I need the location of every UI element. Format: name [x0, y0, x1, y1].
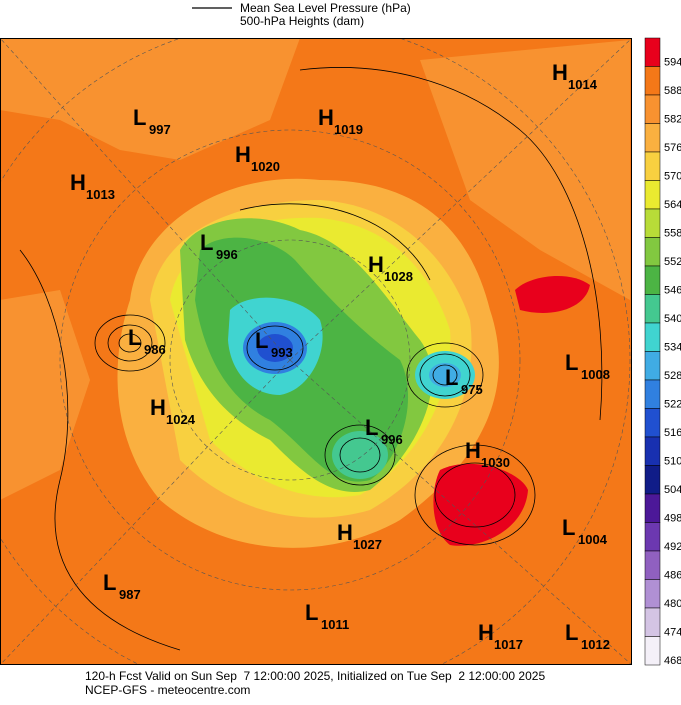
center-value: 1028	[384, 269, 413, 284]
colorbar-label: 594	[664, 57, 681, 69]
map	[0, 38, 632, 665]
center-kind: L	[103, 570, 116, 595]
center-value: 997	[149, 122, 171, 137]
center-value: 1014	[568, 77, 598, 92]
colorbar-swatch	[644, 607, 661, 637]
center-value: 1027	[353, 537, 382, 552]
footer-source: NCEP-GFS - meteocentre.com	[85, 683, 250, 697]
colorbar-label: 540	[664, 313, 681, 325]
center-kind: H	[465, 438, 481, 463]
center-value: 1030	[481, 455, 510, 470]
center-value: 996	[381, 432, 403, 447]
center-kind: L	[365, 415, 378, 440]
center-kind: L	[255, 328, 268, 353]
colorbar-label: 576	[664, 142, 681, 154]
colorbar-label: 498	[664, 513, 681, 525]
colorbar-swatch	[644, 37, 661, 67]
colorbar-label: 564	[664, 199, 681, 211]
colorbar-swatch	[644, 379, 661, 409]
center-kind: L	[200, 230, 213, 255]
colorbar-swatch	[644, 208, 661, 238]
legend-fill-label: 500-hPa Heights (dam)	[240, 14, 364, 28]
center-kind: H	[337, 520, 353, 545]
center-kind: L	[133, 105, 146, 130]
center-kind: H	[235, 142, 251, 167]
colorbar-swatch	[644, 351, 661, 381]
colorbar-label: 558	[664, 228, 681, 240]
center-kind: L	[565, 350, 578, 375]
colorbar-label: 546	[664, 285, 681, 297]
colorbar: 594 588 582 576 570 564 558 552 546 540 534 528 522 5…	[644, 37, 681, 667]
center-kind: H	[478, 620, 494, 645]
colorbar-swatch	[644, 465, 661, 495]
colorbar-label: 510	[664, 456, 681, 468]
center-value: 996	[216, 247, 238, 262]
colorbar-swatch	[644, 94, 661, 124]
colorbar-label: 534	[664, 342, 681, 354]
colorbar-label: 504	[664, 484, 681, 496]
center-kind: H	[70, 170, 86, 195]
center-value: 1012	[581, 637, 610, 652]
colorbar-swatch	[644, 550, 661, 580]
colorbar-swatch	[644, 636, 661, 666]
center-value: 1019	[334, 122, 363, 137]
center-kind: H	[318, 105, 334, 130]
colorbar-label: 480	[664, 598, 681, 610]
colorbar-swatch	[644, 180, 661, 210]
colorbar-label: 486	[664, 570, 681, 582]
center-value: 1024	[166, 412, 196, 427]
colorbar-swatch	[644, 322, 661, 352]
colorbar-swatch	[644, 408, 661, 438]
center-kind: H	[150, 395, 166, 420]
colorbar-label: 582	[664, 114, 681, 126]
colorbar-swatch	[644, 493, 661, 523]
center-value: 986	[144, 342, 166, 357]
colorbar-label: 516	[664, 427, 681, 439]
colorbar-label: 528	[664, 370, 681, 382]
center-value: 987	[119, 587, 141, 602]
colorbar-swatch	[644, 123, 661, 153]
colorbar-swatch	[644, 237, 661, 267]
colorbar-swatch	[644, 265, 661, 295]
colorbar-swatch	[644, 579, 661, 609]
center-value: 993	[271, 345, 293, 360]
colorbar-label: 474	[664, 627, 681, 639]
center-kind: L	[128, 325, 141, 350]
center-kind: H	[368, 252, 384, 277]
colorbar-swatch	[644, 294, 661, 324]
colorbar-swatch	[644, 151, 661, 181]
colorbar-swatch	[644, 66, 661, 96]
center-kind: H	[552, 60, 568, 85]
colorbar-label: 552	[664, 256, 681, 268]
footer-valid: 120-h Fcst Valid on Sun Sep 7 12:00:00 2…	[85, 669, 545, 683]
center-value: 1020	[251, 159, 280, 174]
colorbar-label: 570	[664, 171, 681, 183]
center-kind: L	[565, 620, 578, 645]
colorbar-swatch	[644, 436, 661, 466]
colorbar-label: 522	[664, 399, 681, 411]
center-value: 1013	[86, 187, 115, 202]
center-value: 1008	[581, 367, 610, 382]
center-value: 975	[461, 382, 483, 397]
colorbar-label: 588	[664, 85, 681, 97]
center-kind: L	[562, 515, 575, 540]
center-kind: L	[445, 365, 458, 390]
center-value: 1011	[321, 617, 349, 632]
legend-line-label: Mean Sea Level Pressure (hPa)	[240, 1, 411, 15]
map-frame	[0, 38, 632, 665]
center-value: 1017	[494, 637, 523, 652]
center-kind: L	[305, 600, 318, 625]
colorbar-label: 492	[664, 541, 681, 553]
center-value: 1004	[578, 532, 608, 547]
colorbar-label: 468	[664, 655, 681, 667]
colorbar-swatch	[644, 522, 661, 552]
